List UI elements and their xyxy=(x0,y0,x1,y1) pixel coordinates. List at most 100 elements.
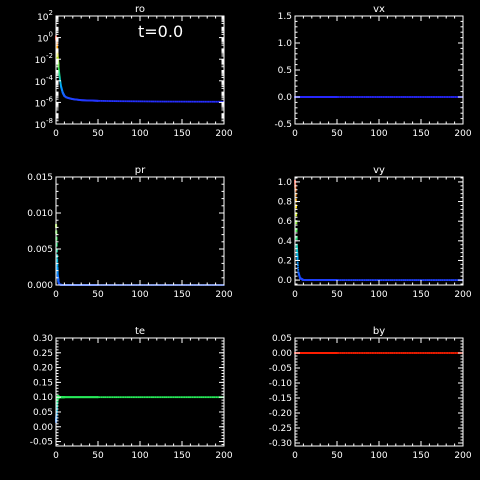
data-point xyxy=(178,100,181,103)
data-point xyxy=(432,96,434,98)
x-tick-label: 0 xyxy=(53,290,59,300)
data-point xyxy=(352,352,355,354)
data-point xyxy=(363,96,366,98)
data-point xyxy=(421,96,423,98)
data-point xyxy=(386,96,388,98)
x-tick-label: 100 xyxy=(370,129,387,139)
panel-title-ro: ro xyxy=(135,4,145,15)
data-point xyxy=(443,279,446,281)
data-point xyxy=(363,279,366,281)
data-point xyxy=(180,396,183,399)
data-point xyxy=(347,279,349,281)
data-point xyxy=(139,396,142,399)
data-point xyxy=(339,352,342,354)
data-point xyxy=(58,76,61,78)
data-point xyxy=(345,96,348,98)
data-point xyxy=(415,96,418,98)
y-tick-label: 1.5 xyxy=(278,12,292,22)
data-point xyxy=(200,100,203,103)
data-point xyxy=(371,279,374,281)
data-point xyxy=(183,100,186,103)
data-point xyxy=(445,279,447,281)
y-tick-label: 0.5 xyxy=(278,66,292,76)
data-point xyxy=(360,96,362,98)
data-point xyxy=(411,279,414,281)
data-point xyxy=(130,396,133,399)
data-point xyxy=(183,396,186,399)
data-point xyxy=(360,352,362,354)
x-tick-label: 50 xyxy=(331,451,343,461)
y-tick-label: 10-2 xyxy=(35,52,53,66)
data-point xyxy=(432,279,434,281)
data-point xyxy=(55,411,58,416)
data-point xyxy=(369,279,372,281)
data-point xyxy=(217,100,220,103)
data-point xyxy=(167,100,170,103)
data-point xyxy=(57,278,60,283)
y-tick-label: 1.0 xyxy=(278,178,293,188)
data-point xyxy=(211,100,214,103)
data-point xyxy=(391,96,394,98)
data-point xyxy=(204,396,207,399)
data-point xyxy=(297,266,299,269)
data-point xyxy=(196,396,199,399)
data-point xyxy=(185,396,188,399)
data-point xyxy=(161,100,164,103)
data-point xyxy=(59,84,62,87)
x-tick-label: 100 xyxy=(131,129,148,139)
data-point xyxy=(365,279,368,281)
y-tick-label: 0.4 xyxy=(278,237,293,247)
data-point xyxy=(380,352,383,354)
data-point xyxy=(421,352,423,354)
data-point xyxy=(204,100,207,103)
data-point xyxy=(159,396,162,399)
data-point xyxy=(386,352,388,354)
data-point xyxy=(422,279,425,281)
data-point xyxy=(97,396,99,399)
data-point xyxy=(350,96,353,98)
panel-pr: pr 0 50 100 150 200 0.000 0.005 0.010 0.015 xyxy=(27,165,233,300)
panel-vx: vx 0 50 100 150 200 -0.5 0.0 0.5 1.0 1.5 xyxy=(274,4,471,139)
data-point xyxy=(59,78,61,81)
y-tick-label: 0.010 xyxy=(27,209,53,219)
y-tick-label: 0.0 xyxy=(278,276,293,286)
data-point xyxy=(137,396,140,399)
data-point xyxy=(124,396,127,399)
data-point xyxy=(345,352,348,354)
data-point xyxy=(417,352,420,354)
data-point xyxy=(104,396,107,399)
series-vy xyxy=(294,179,464,281)
data-point xyxy=(108,100,110,102)
y-tick-label: -0.05 xyxy=(269,364,292,374)
data-point xyxy=(100,100,103,102)
data-point xyxy=(174,396,177,399)
y-tick-label: 0.6 xyxy=(278,217,293,227)
data-point xyxy=(217,396,220,399)
data-point xyxy=(172,396,175,399)
data-point xyxy=(389,352,392,354)
data-point xyxy=(426,279,429,281)
data-point xyxy=(337,279,340,281)
data-point xyxy=(55,248,58,253)
data-point xyxy=(135,100,138,103)
data-point xyxy=(397,279,399,281)
data-point xyxy=(119,396,122,399)
x-tick-label: 200 xyxy=(215,451,232,461)
data-point xyxy=(393,96,396,98)
data-point xyxy=(176,396,179,399)
data-point xyxy=(354,279,357,281)
data-point xyxy=(397,352,399,354)
data-point xyxy=(408,96,410,98)
data-point xyxy=(296,264,299,267)
data-point xyxy=(349,279,351,281)
series-ro xyxy=(55,35,225,103)
data-point xyxy=(111,396,114,399)
data-point xyxy=(200,396,203,399)
data-point xyxy=(158,100,160,103)
data-point xyxy=(446,352,449,354)
data-point xyxy=(400,352,403,354)
data-point xyxy=(59,83,62,86)
y-tick-label: -0.25 xyxy=(269,424,292,434)
data-point xyxy=(154,100,157,103)
